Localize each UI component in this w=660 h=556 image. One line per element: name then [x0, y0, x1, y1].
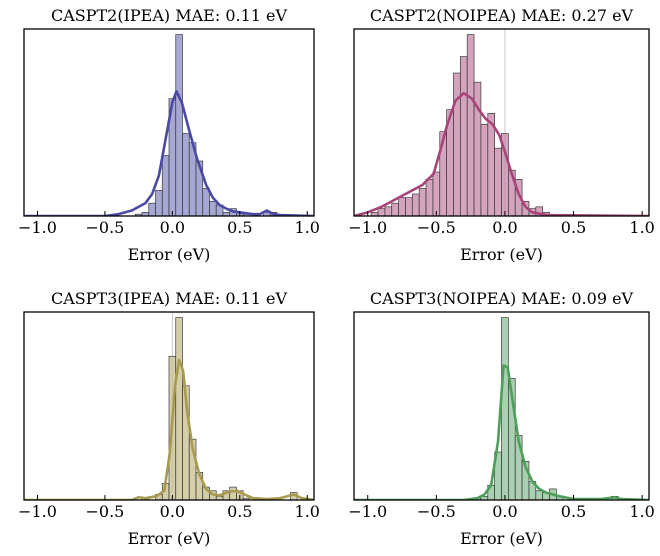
plot-frame	[353, 311, 650, 501]
histogram-bar	[432, 171, 441, 216]
x-tick-label: −0.5	[86, 502, 125, 521]
plot-area-2	[354, 29, 649, 216]
histogram-bar	[188, 438, 197, 500]
x-tick-label: 0.5	[227, 502, 252, 521]
histogram-bar	[182, 133, 190, 216]
x-tick-label: 0.5	[561, 218, 586, 237]
x-tick-label: 0.0	[160, 218, 185, 237]
x-tick-label: −1.0	[18, 218, 57, 237]
histogram-bar	[384, 206, 393, 216]
x-tick-label: 1.0	[295, 218, 320, 237]
histogram-bar	[202, 188, 210, 216]
histogram-bar	[501, 317, 509, 500]
kde-curve	[354, 364, 649, 500]
plot-frame	[23, 28, 315, 217]
plot-area-4	[354, 317, 649, 500]
histogram-bar	[209, 200, 217, 216]
histogram-bar	[411, 193, 420, 216]
histogram-bar	[405, 197, 413, 216]
histogram-bar	[398, 197, 406, 216]
histogram-bar	[161, 155, 170, 216]
chart-title: CASPT3(NOIPEA) MAE: 0.09 eV	[370, 289, 634, 308]
histogram-bar	[155, 189, 163, 216]
x-tick-label: 0.5	[227, 218, 252, 237]
histogram-bar	[391, 202, 399, 216]
x-tick-label: −1.0	[348, 218, 387, 237]
x-tick-label: 0.0	[492, 502, 517, 521]
histogram-bar	[148, 202, 156, 216]
x-tick-label: 1.0	[295, 502, 320, 521]
histogram-bar	[229, 486, 237, 500]
x-tick-label: −1.0	[348, 502, 387, 521]
x-axis-label: Error (eV)	[460, 529, 543, 548]
histogram-bar	[466, 34, 475, 216]
histogram-bar	[453, 72, 461, 216]
x-tick-label: 1.0	[629, 218, 654, 237]
chart-title: CASPT2(IPEA) MAE: 0.11 eV	[51, 6, 288, 25]
x-tick-label: −0.5	[417, 218, 456, 237]
x-axis-label: Error (eV)	[128, 245, 211, 264]
chart-panel-2: −1.0 −0.5 0.0 0.5 1.0 CASPT2(NOIPEA) MAE: 0.2…	[348, 6, 655, 264]
histogram-bar	[377, 208, 386, 216]
chart-panel-1: −1.0 −0.5 0.0 0.5 1.0 CASPT2(IPEA) MAE: 0.11 …	[18, 6, 320, 264]
plot-area-3	[24, 312, 314, 500]
kde-curve	[24, 90, 314, 216]
x-tick-label: −0.5	[86, 218, 125, 237]
kde-curve	[354, 91, 649, 216]
histogram-bar	[487, 113, 495, 216]
histogram-bar	[425, 178, 434, 216]
plot-frame	[353, 28, 650, 217]
x-tick-label: −1.0	[18, 502, 57, 521]
chart-title: CASPT2(NOIPEA) MAE: 0.27 eV	[370, 6, 634, 25]
histogram-bar	[535, 490, 544, 500]
x-tick-label: 1.0	[629, 502, 654, 521]
histogram-bar	[459, 56, 468, 216]
x-tick-label: −0.5	[417, 502, 456, 521]
histogram-bar	[535, 206, 544, 216]
histogram-bar	[175, 34, 183, 216]
histogram-bar	[175, 317, 183, 500]
histogram-bar	[418, 188, 427, 216]
chart-panel-4: −1.0 −0.5 0.0 0.5 1.0 CASPT3(NOIPEA) MAE: 0.0…	[348, 289, 655, 548]
chart-panel-3: −1.0 −0.5 0.0 0.5 1.0 CASPT3(IPEA) MAE: 0.11 …	[18, 289, 320, 548]
chart-title: CASPT3(IPEA) MAE: 0.11 eV	[51, 289, 288, 308]
kde-curve	[24, 358, 314, 500]
x-tick-label: 0.0	[160, 502, 185, 521]
histogram-bar	[480, 124, 489, 216]
histogram-bar	[494, 147, 502, 216]
plot-area-1	[24, 34, 314, 216]
x-axis-label: Error (eV)	[460, 245, 543, 264]
x-tick-label: 0.0	[492, 218, 517, 237]
x-axis-label: Error (eV)	[128, 529, 211, 548]
histogram-bar	[521, 460, 530, 500]
x-tick-label: 0.5	[561, 502, 586, 521]
plot-frame	[23, 311, 315, 501]
